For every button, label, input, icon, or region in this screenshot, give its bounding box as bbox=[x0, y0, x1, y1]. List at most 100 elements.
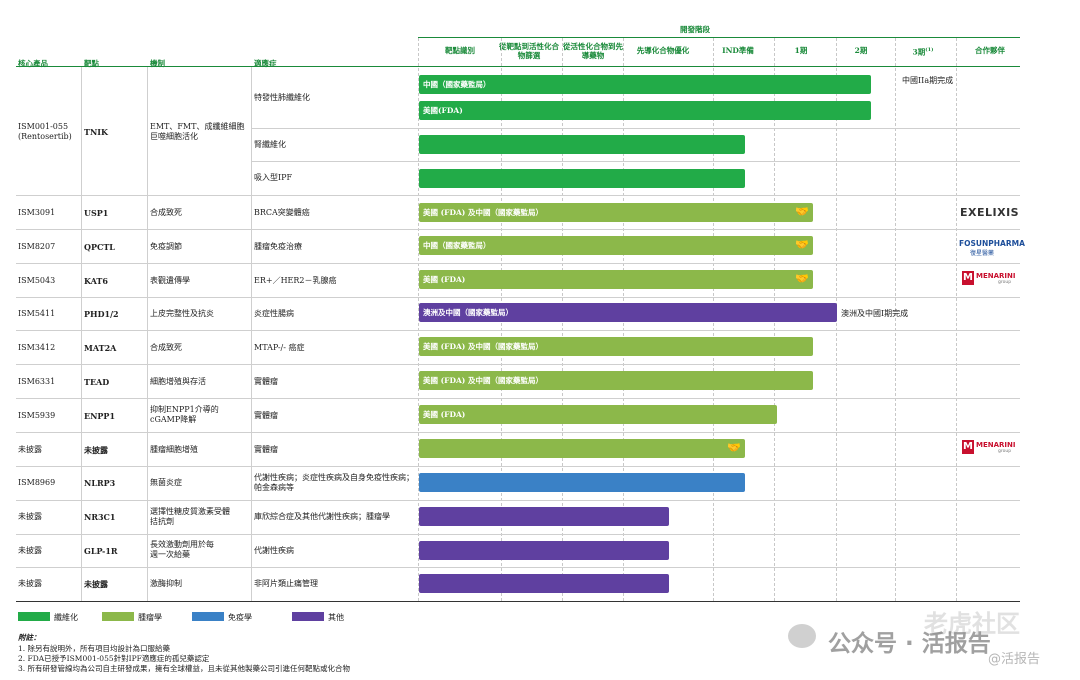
col-header-stage-1: 靶點識別 bbox=[445, 46, 475, 55]
product-name: ISM3091 bbox=[18, 208, 56, 217]
target-name: TNIK bbox=[84, 127, 108, 137]
header-bottom-rule bbox=[16, 66, 1020, 67]
stage-divider bbox=[956, 38, 957, 601]
bar-note: 中國IIa期完成 bbox=[902, 76, 954, 85]
mechanism: 抑制ENPP1介導的cGAMP降解 bbox=[150, 405, 219, 424]
col-header-stage-5: IND準備 bbox=[722, 46, 754, 55]
row-divider bbox=[16, 263, 1020, 264]
legend-label-oncology: 腫瘤學 bbox=[138, 613, 162, 622]
col-header-partner: 合作夥伴 bbox=[975, 46, 1005, 55]
note-line: 2. FDA已授予ISM001-055針對IPF適應症的孤兒藥認定 bbox=[18, 654, 210, 663]
target-name: TEAD bbox=[84, 377, 110, 387]
stage-divider bbox=[418, 38, 419, 601]
row-divider bbox=[16, 297, 1020, 298]
legend-label-other: 其他 bbox=[328, 613, 344, 622]
table-row: ISM001-055 (Rentosertib) bbox=[18, 122, 80, 142]
legend-swatch-oncology bbox=[102, 612, 134, 621]
notes-title: 附註： bbox=[18, 633, 41, 642]
indication: 代謝性疾病 bbox=[254, 546, 294, 555]
target-name: USP1 bbox=[84, 208, 109, 218]
wechat-icon bbox=[788, 624, 816, 648]
product-name: ISM5411 bbox=[18, 309, 56, 318]
col-divider bbox=[81, 67, 82, 601]
mechanism: 激酶抑制 bbox=[150, 579, 182, 588]
indication: 實體瘤 bbox=[254, 411, 278, 420]
product-name: ISM8207 bbox=[18, 242, 56, 251]
watermark-wechat: 公众号 · 活报告 bbox=[828, 631, 991, 657]
legend-swatch-other bbox=[292, 612, 324, 621]
mechanism: 上皮完整性及抗炎 bbox=[150, 309, 214, 318]
product-name: 未披露 bbox=[18, 445, 42, 454]
pipeline-bar: 澳洲及中國（國家藥監局） bbox=[419, 303, 837, 322]
row-divider bbox=[16, 195, 1020, 196]
indication: 腫瘤免疫治療 bbox=[254, 242, 302, 251]
handshake-icon: 🤝 bbox=[795, 238, 809, 251]
mechanism: 免疫調節 bbox=[150, 242, 182, 251]
target-name: KAT6 bbox=[84, 276, 108, 286]
col-divider bbox=[251, 67, 252, 601]
col-header-indication: 適應症 bbox=[254, 59, 277, 68]
watermark-handle: @活报告 bbox=[988, 652, 1041, 667]
col-header-stage-2: 從靶點到活性化合物篩選 bbox=[499, 42, 559, 60]
col-header-stage-3: 從活性化合物到先導藥物 bbox=[563, 42, 623, 60]
product-alias: (Rentosertib) bbox=[18, 132, 72, 141]
pipeline-bar: 美國(FDA) bbox=[419, 101, 871, 120]
bar-note: 澳洲及中國I期完成 bbox=[841, 309, 909, 318]
mechanism: 腫瘤細胞增殖 bbox=[150, 445, 198, 454]
indication: 炎症性腸病 bbox=[254, 309, 294, 318]
pipeline-bar: 美國 (FDA) 及中國（國家藥監局） bbox=[419, 371, 813, 390]
pipeline-bar bbox=[419, 169, 745, 188]
target-name: GLP-1R bbox=[84, 546, 118, 556]
product-name: ISM8969 bbox=[18, 478, 56, 487]
product-name: ISM3412 bbox=[18, 343, 56, 352]
product-name: ISM5043 bbox=[18, 276, 56, 285]
row-divider bbox=[16, 432, 1020, 433]
col-header-mechanism: 機制 bbox=[150, 59, 165, 68]
col-header-target: 靶點 bbox=[84, 59, 99, 68]
col-divider bbox=[147, 67, 148, 601]
row-divider bbox=[16, 398, 1020, 399]
target-name: NR3C1 bbox=[84, 512, 116, 522]
row-divider bbox=[16, 466, 1020, 467]
pipeline-bar: 美國 (FDA) 及中國（國家藥監局） 🤝 bbox=[419, 203, 813, 222]
legend-swatch-fibrosis bbox=[18, 612, 50, 621]
mechanism: 合成致死 bbox=[150, 343, 182, 352]
row-divider bbox=[16, 330, 1020, 331]
indication: BRCA突變體癌 bbox=[254, 208, 310, 217]
mechanism: 合成致死 bbox=[150, 208, 182, 217]
indication: MTAP-/- 癌症 bbox=[254, 343, 305, 352]
pipeline-bar: 中國（國家藥監局） 🤝 bbox=[419, 236, 813, 255]
pipeline-bar bbox=[419, 541, 669, 560]
row-divider bbox=[251, 128, 1020, 129]
target-name: ENPP1 bbox=[84, 411, 116, 421]
col-header-stage-4: 先導化合物優化 bbox=[636, 46, 690, 55]
handshake-icon: 🤝 bbox=[727, 441, 741, 454]
mechanism: 細胞增殖與存活 bbox=[150, 377, 206, 386]
indication: 代謝性疾病；炎症性疾病及自身免疫性疾病；帕金森病等 bbox=[254, 473, 414, 492]
row-divider bbox=[251, 161, 1020, 162]
partner-logo-exelixis: EXELIXIS bbox=[960, 206, 1020, 219]
pipeline-bar: 美國 (FDA) bbox=[419, 405, 777, 424]
target-name: QPCTL bbox=[84, 242, 115, 252]
indication: ER+／HER2－乳腺癌 bbox=[254, 276, 337, 285]
target-name: 未披露 bbox=[84, 445, 108, 455]
indication: 吸入型IPF bbox=[254, 173, 293, 182]
pipeline-bar: 🤝 bbox=[419, 439, 745, 458]
indication: 實體瘤 bbox=[254, 377, 278, 386]
table-bottom-rule bbox=[16, 601, 1020, 602]
product-name: 未披露 bbox=[18, 579, 42, 588]
mechanism: 表觀遺傳學 bbox=[150, 276, 190, 285]
target-name: MAT2A bbox=[84, 343, 117, 353]
indication: 庫欣綜合症及其他代謝性疾病；腫瘤學 bbox=[254, 512, 390, 521]
pipeline-bar: 美國 (FDA) 🤝 bbox=[419, 270, 813, 289]
legend-swatch-immunology bbox=[192, 612, 224, 621]
target-name: NLRP3 bbox=[84, 478, 116, 488]
col-header-stage-6: 1期 bbox=[794, 46, 808, 55]
pipeline-bar: 中國（國家藥監局） bbox=[419, 75, 871, 94]
product-name: ISM5939 bbox=[18, 411, 56, 420]
stage-group-header: 開發階段 bbox=[680, 25, 710, 34]
header-top-rule bbox=[418, 37, 1020, 38]
watermark-title: 老虎社区 bbox=[924, 610, 1020, 638]
pipeline-bar bbox=[419, 135, 745, 154]
mechanism: 選擇性糖皮質激素受體拮抗劑 bbox=[150, 507, 230, 526]
